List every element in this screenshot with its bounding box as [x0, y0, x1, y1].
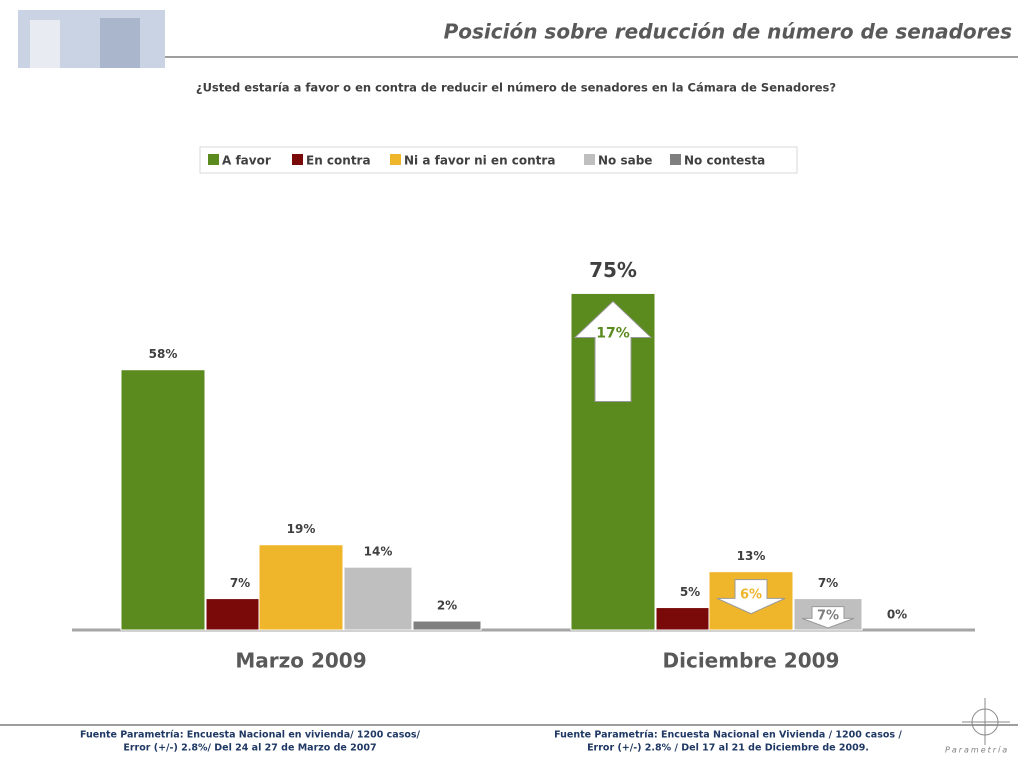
bar — [258, 544, 344, 631]
source-note: Fuente Parametría: Encuesta Nacional en … — [80, 730, 421, 741]
data-label: 19% — [287, 522, 316, 536]
header-image-figure — [30, 20, 60, 68]
data-label: 5% — [680, 585, 700, 599]
legend-swatch — [390, 154, 401, 165]
legend-label: No contesta — [684, 154, 765, 168]
legend-label: A favor — [222, 154, 271, 168]
data-label: 75% — [589, 258, 637, 282]
source-note: Error (+/-) 2.8%/ Del 24 al 27 de Marzo … — [123, 743, 376, 754]
legend-swatch — [584, 154, 595, 165]
x-tick-label: Diciembre 2009 — [663, 649, 840, 673]
legend-swatch — [670, 154, 681, 165]
legend-label: En contra — [306, 154, 371, 168]
slide-title: Posición sobre reducción de número de se… — [444, 20, 1012, 44]
legend-label: No sabe — [598, 154, 652, 168]
bar — [120, 369, 206, 631]
legend-swatch — [208, 154, 219, 165]
data-label: 58% — [149, 347, 178, 361]
data-label: 13% — [737, 549, 766, 563]
legend-label: Ni a favor ni en contra — [404, 154, 555, 168]
change-arrow — [801, 606, 855, 629]
logo-text: Parametría — [945, 746, 1009, 755]
data-label: 14% — [364, 545, 393, 559]
change-label: 7% — [817, 609, 839, 624]
change-arrow — [716, 579, 786, 615]
bar — [343, 566, 413, 631]
logo: Parametría — [945, 698, 1010, 755]
change-arrow — [573, 300, 653, 402]
source-note: Fuente Parametría: Encuesta Nacional en … — [554, 730, 902, 741]
change-label: 6% — [740, 587, 762, 602]
data-label: 7% — [818, 576, 838, 590]
chart-subtitle: ¿Usted estaría a favor o en contra de re… — [196, 81, 836, 95]
source-note: Error (+/-) 2.8% / Del 17 al 21 de Dicie… — [587, 743, 869, 754]
data-label: 2% — [437, 599, 457, 613]
change-label: 17% — [596, 325, 630, 341]
x-tick-label: Marzo 2009 — [235, 649, 366, 673]
data-label: 7% — [230, 576, 250, 590]
bar — [412, 620, 482, 631]
data-label: 0% — [887, 608, 907, 622]
header-image-figure — [100, 18, 140, 68]
legend-swatch — [292, 154, 303, 165]
